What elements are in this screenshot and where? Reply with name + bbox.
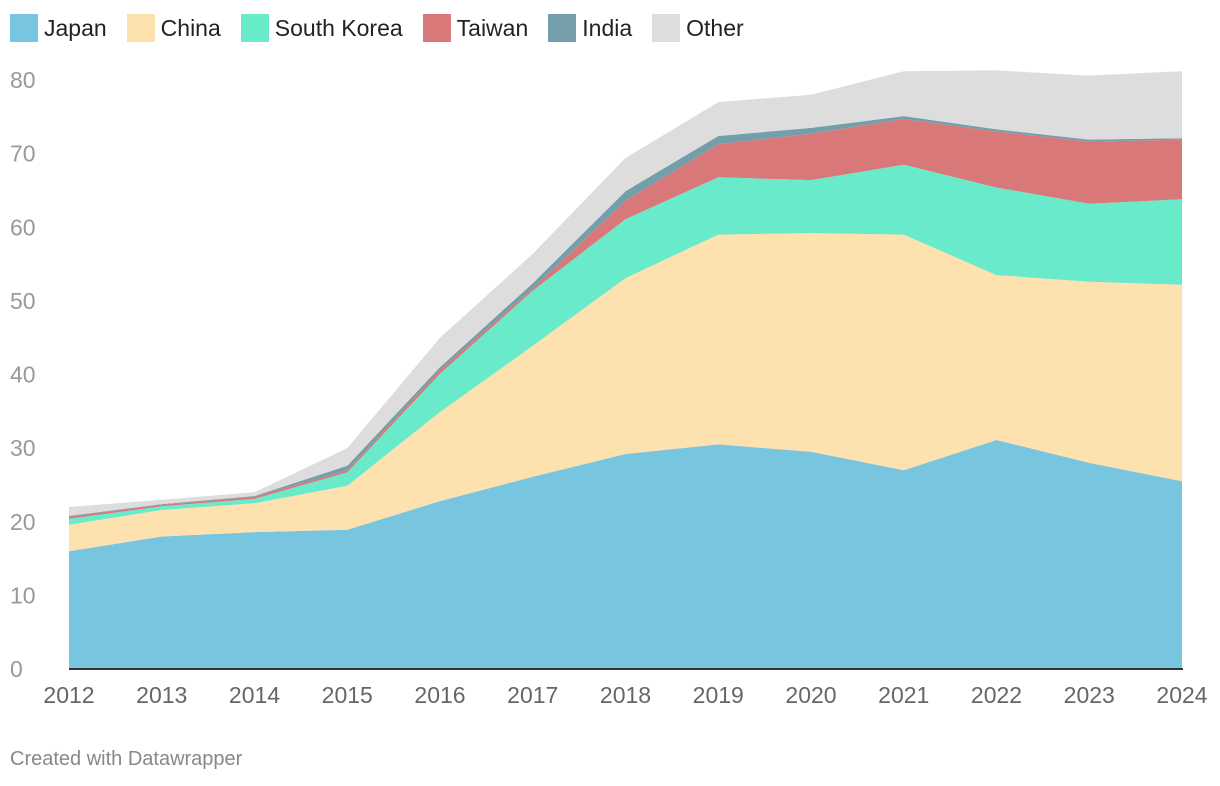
x-tick-label: 2018 (600, 682, 651, 708)
y-tick-label: 40 (10, 362, 36, 388)
y-tick-label: 60 (10, 214, 36, 240)
area-series-taiwan (69, 119, 1182, 519)
x-tick-label: 2016 (414, 682, 465, 708)
chart-legend: Japan China South Korea Taiwan India Other (10, 12, 764, 44)
x-tick-label: 2014 (229, 682, 280, 708)
legend-swatch-other (652, 14, 681, 42)
y-tick-label: 0 (10, 656, 23, 682)
y-axis: 0 10 20 30 40 50 60 70 80 (10, 67, 36, 682)
y-tick-label: 80 (10, 67, 36, 93)
legend-item-japan: Japan (10, 14, 107, 42)
legend-swatch-taiwan (422, 14, 451, 42)
x-tick-label: 2022 (971, 682, 1022, 708)
legend-swatch-china (126, 14, 155, 42)
legend-swatch-south-korea (240, 14, 269, 42)
area-series-south-korea (69, 164, 1182, 525)
y-tick-label: 50 (10, 288, 36, 314)
legend-label-india: India (582, 14, 633, 41)
legend-swatch-japan (10, 14, 38, 42)
legend-label-japan: Japan (44, 14, 107, 41)
area-series-india (69, 116, 1182, 517)
legend-item-other: Other (652, 14, 744, 42)
x-tick-label: 2019 (693, 682, 744, 708)
legend-item-taiwan: Taiwan (422, 14, 529, 42)
legend-label-taiwan: Taiwan (456, 14, 529, 41)
x-tick-label: 2020 (785, 682, 836, 708)
x-tick-label: 2013 (136, 682, 187, 708)
area-series-other (69, 70, 1182, 516)
legend-item-south-korea: South Korea (240, 14, 403, 42)
x-tick-label: 2021 (878, 682, 929, 708)
y-tick-label: 70 (10, 141, 36, 167)
area-series-japan (69, 440, 1182, 669)
area-series-china (69, 233, 1182, 552)
legend-label-china: China (160, 14, 221, 41)
legend-item-china: China (126, 14, 221, 42)
legend-swatch-india (548, 14, 577, 42)
y-tick-label: 30 (10, 435, 36, 461)
x-axis: 2012 2013 2014 2015 2016 2017 2018 2019 2020 2021… (43, 682, 1207, 708)
x-tick-label: 2012 (43, 682, 94, 708)
area-layers (69, 70, 1182, 669)
x-tick-label: 2023 (1064, 682, 1115, 708)
legend-label-south-korea: South Korea (274, 14, 403, 41)
x-tick-label: 2015 (322, 682, 373, 708)
y-tick-label: 10 (10, 582, 36, 608)
legend-label-other: Other (686, 14, 744, 41)
x-tick-label: 2024 (1156, 682, 1207, 708)
legend-item-india: India (548, 14, 632, 42)
x-tick-label: 2017 (507, 682, 558, 708)
datawrapper-credit: Created with Datawrapper (10, 748, 243, 770)
y-tick-label: 20 (10, 509, 36, 535)
